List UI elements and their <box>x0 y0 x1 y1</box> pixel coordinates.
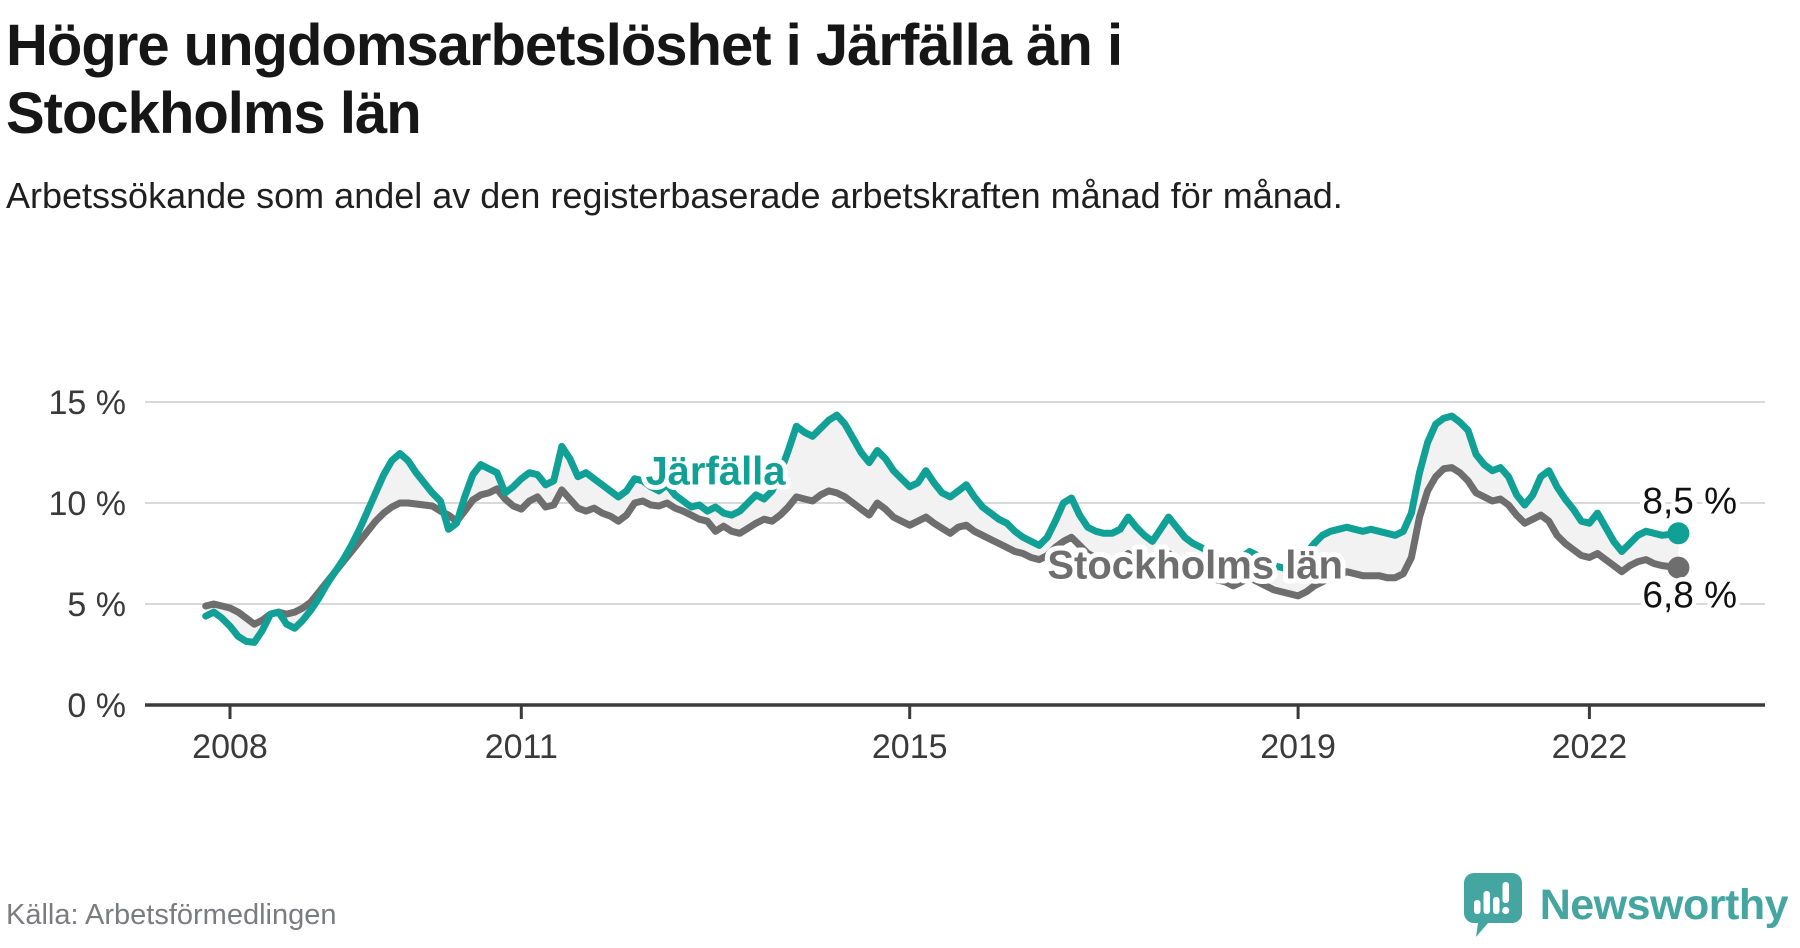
newsworthy-logo-icon <box>1463 873 1522 937</box>
bar-chart-bar-1 <box>1473 900 1481 914</box>
x-tick-label: 2008 <box>192 728 268 766</box>
x-axis <box>145 703 1765 719</box>
x-tick-label: 2011 <box>485 728 558 766</box>
exclamation-bar <box>1502 882 1509 903</box>
newsworthy-brand: Newsworthy <box>1462 872 1789 938</box>
stockholm-endpoint-dot <box>1667 556 1690 579</box>
x-tick-label: 2019 <box>1260 728 1336 766</box>
y-tick-label: 15 % <box>49 384 127 422</box>
y-tick-label: 10 % <box>49 485 127 523</box>
bar-chart-bar-3 <box>1492 897 1500 914</box>
page-title: Högre ungdomsarbetslöshet i Järfälla än … <box>6 13 1123 146</box>
jarfalla-end-value-label: 8,5 % <box>1642 480 1737 521</box>
y-tick-label: 0 % <box>67 687 126 725</box>
bar-chart-bar-2 <box>1483 891 1490 914</box>
jarfalla-endpoint-dot <box>1667 522 1690 545</box>
source-note: Källa: Arbetsförmedlingen <box>6 899 337 931</box>
stockholm-series-label: Stockholms län <box>1047 544 1343 588</box>
stockholm-line <box>202 464 1682 628</box>
jarfalla-series-label: Järfälla <box>645 450 786 494</box>
x-tick-label: 2022 <box>1552 728 1628 766</box>
brand-name: Newsworthy <box>1539 880 1789 929</box>
jarfalla-line <box>202 411 1682 646</box>
y-tick-label: 5 % <box>67 586 126 624</box>
stockholm-end-value-label: 6,8 % <box>1642 575 1737 616</box>
y-axis-labels: 0 % 5 % 10 % 15 % <box>49 384 127 725</box>
x-axis-labels: 2008 2011 2015 2019 2022 <box>192 728 1627 766</box>
exclamation-dot <box>1501 906 1510 915</box>
chart-subtitle: Arbetssökande som andel av den registerb… <box>6 174 1343 216</box>
x-tick-label: 2015 <box>872 728 948 766</box>
